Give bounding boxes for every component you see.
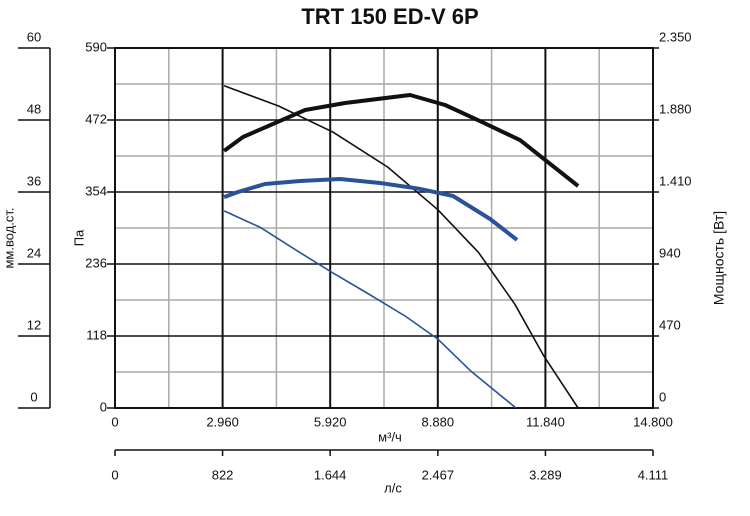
curve xyxy=(223,177,519,242)
y2-tick-label: 1.410 xyxy=(659,173,692,188)
y2-tick-label: 940 xyxy=(659,245,681,260)
x-tick-label: 2.960 xyxy=(206,414,239,429)
y2-tick-label: 0 xyxy=(659,389,666,404)
plot-frame xyxy=(114,47,654,409)
y-axis-label: Па xyxy=(71,229,86,246)
x2-tick-label: 822 xyxy=(212,467,234,482)
y2-tick-label: 1.880 xyxy=(659,101,692,116)
y3-tick-label: 36 xyxy=(27,173,41,188)
x-axis-label: м³/ч xyxy=(378,429,402,444)
curve xyxy=(222,93,580,188)
y-tick-label: 0 xyxy=(100,399,107,414)
y3-axis-label: мм.вод.ст. xyxy=(1,207,16,268)
y-tick-label: 590 xyxy=(85,39,107,54)
y2-axis-label: Мощность [Вт] xyxy=(711,211,727,305)
y2-tick-label: 2.350 xyxy=(659,29,692,44)
x2-tick-label: 1.644 xyxy=(314,467,347,482)
y-tick-label: 472 xyxy=(85,111,107,126)
x-tick-label: 8.880 xyxy=(422,414,455,429)
x-tick-label: 11.840 xyxy=(526,414,565,429)
curve xyxy=(223,210,517,409)
y3-tick-label: 60 xyxy=(27,29,41,44)
y3-tick-label: 24 xyxy=(27,245,41,260)
y3-tick-label: 12 xyxy=(27,317,41,332)
y2-tick-label: 470 xyxy=(659,317,681,332)
x2-tick-label: 2.467 xyxy=(422,467,455,482)
y3-tick-label: 0 xyxy=(30,389,37,404)
x2-tick-label: 0 xyxy=(111,467,118,482)
y-tick-label: 118 xyxy=(86,327,107,342)
y-tick-label: 354 xyxy=(85,183,107,198)
curve xyxy=(223,85,579,409)
y-tick-label: 236 xyxy=(85,255,107,270)
chart-title: TRT 150 ED-V 6P xyxy=(301,4,478,29)
x2-tick-label: 3.289 xyxy=(529,467,562,482)
x-tick-label: 14.800 xyxy=(633,414,673,429)
x-tick-label: 0 xyxy=(111,414,118,429)
x-tick-label: 5.920 xyxy=(314,414,347,429)
x2-axis-label: л/с xyxy=(384,480,402,495)
y3-tick-label: 48 xyxy=(27,101,41,116)
x2-tick-label: 4.111 xyxy=(638,467,669,482)
